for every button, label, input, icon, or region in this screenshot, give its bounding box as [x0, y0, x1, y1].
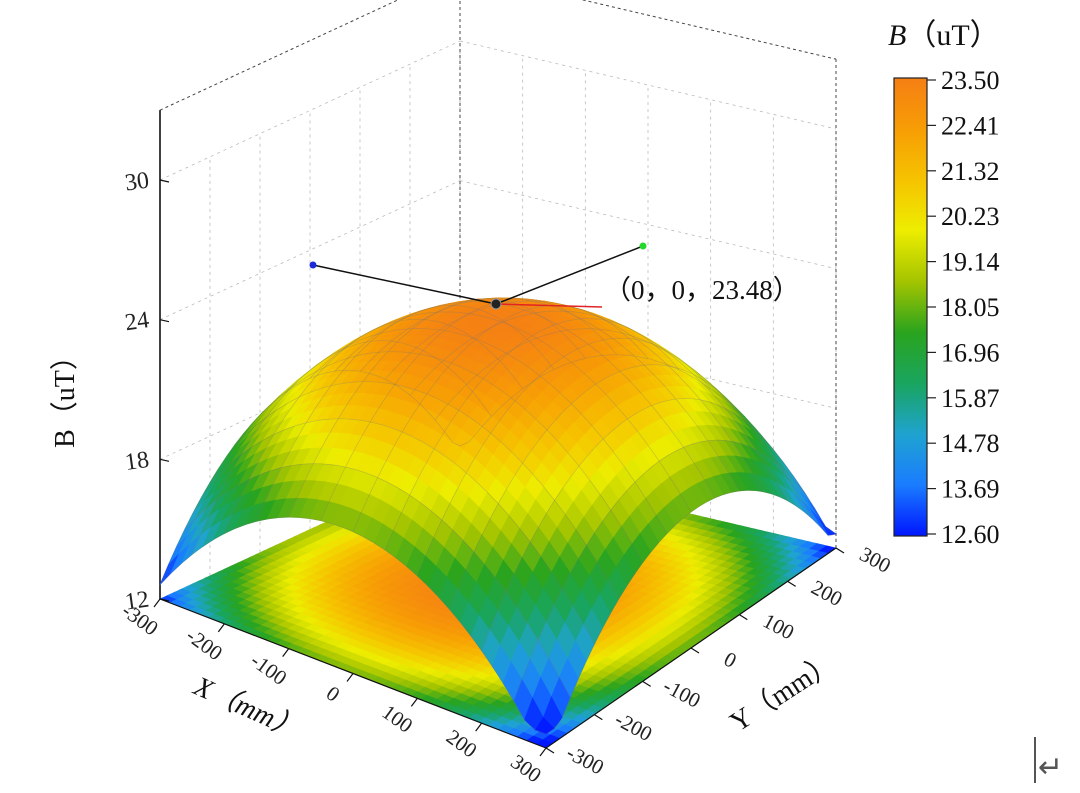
- annotation-line-y: [495, 245, 644, 305]
- mesh-line: [384, 300, 764, 492]
- mesh-line: [416, 337, 711, 576]
- y-tick-label: 0: [720, 647, 741, 673]
- x-tick-label: 0: [322, 681, 345, 707]
- y-axis-title: Y（mm）: [724, 646, 842, 738]
- z-tick-label: 24: [123, 307, 150, 336]
- x-tick: [217, 623, 225, 633]
- colorbar-tick-label: 23.50: [941, 66, 1000, 95]
- z-tick: [159, 179, 170, 183]
- colorbar-tick-label: 22.41: [941, 111, 1000, 140]
- grid-line-z-left: [159, 40, 461, 181]
- colorbar-tick-label: 18.05: [941, 293, 1000, 322]
- colorbar-tick-label: 12.60: [941, 520, 1000, 549]
- x-tick: [346, 673, 354, 682]
- grid-line-z-right: [459, 180, 837, 270]
- frame-top-right: [581, 0, 837, 60]
- colorbar-tick-label: 20.23: [941, 202, 1000, 231]
- annotation-label: （0，0，23.48）: [604, 275, 800, 305]
- x-tick: [282, 648, 290, 658]
- mesh-line: [209, 418, 595, 645]
- mesh-line: [434, 328, 813, 519]
- mesh-line: [284, 328, 668, 534]
- mesh-line: [481, 398, 774, 651]
- corner-mark: ↵: [1038, 750, 1063, 785]
- y-tick-label: -300: [563, 740, 608, 779]
- colorbar-gradient: [893, 77, 928, 537]
- annotation-line-x: [312, 264, 497, 305]
- mesh-line: [288, 298, 586, 518]
- y-tick-label: 200: [807, 575, 846, 611]
- y-tick-label: 100: [759, 608, 798, 644]
- y-tick-label: 300: [856, 542, 895, 578]
- y-tick: [835, 547, 845, 554]
- surface-cell: [159, 553, 180, 585]
- y-tick: [690, 647, 700, 654]
- z-tick: [159, 458, 170, 462]
- surface-cell: [809, 507, 829, 536]
- z-tick-label: 12: [123, 587, 150, 616]
- surface-gridlines: [159, 297, 837, 735]
- colorbar-title: B（uT）: [888, 19, 1000, 52]
- y-tick-label: -200: [611, 707, 656, 746]
- grid-line-z-right: [459, 40, 837, 130]
- colorbar-title-unit: （uT）: [906, 19, 999, 52]
- mesh-line: [513, 439, 805, 702]
- mesh-line: [159, 369, 461, 585]
- colorbar-tick-label: 21.32: [941, 157, 1000, 186]
- y-tick: [642, 680, 651, 687]
- x-tick: [539, 747, 547, 757]
- mesh-line: [259, 351, 644, 563]
- z-tick-label: 30: [123, 168, 150, 197]
- mesh-line: [191, 340, 492, 555]
- x-tick: [153, 598, 161, 608]
- frame-top-left: [159, 0, 399, 111]
- z-tick-label: 18: [123, 447, 150, 476]
- mesh-line: [184, 463, 571, 698]
- y-tick: [787, 580, 796, 587]
- y-tick-label: -100: [659, 674, 704, 713]
- y-tick: [545, 747, 555, 754]
- mesh-line: [352, 305, 649, 532]
- annotation-peak-point: [490, 298, 502, 310]
- colorbar: B（uT） 23.50 22.41 21.32 20.23 19.14 18.05 16.9…: [888, 19, 1000, 549]
- grid-line-z-left: [159, 180, 461, 321]
- colorbar-tick-label: 14.78: [941, 429, 1000, 458]
- peak-annotation: （0，0，23.48）: [309, 242, 800, 310]
- x-axis-title: X（mm）: [188, 671, 305, 746]
- colorbar-tick-label: 13.69: [941, 475, 1000, 504]
- surface-cell: [534, 717, 555, 735]
- z-axis-title: B（uT）: [49, 342, 81, 448]
- y-tick: [739, 614, 748, 621]
- mesh-line: [309, 311, 692, 513]
- mesh-line: [234, 381, 619, 600]
- colorbar-title-symbol: B: [888, 19, 906, 52]
- z-tick: [159, 319, 170, 323]
- mesh-line: [159, 516, 547, 735]
- colorbar-tick-label: 19.14: [941, 248, 1000, 277]
- mesh-line: [223, 318, 523, 534]
- annotation-end-y: [639, 242, 647, 250]
- mesh-line: [256, 305, 555, 522]
- x-tick: [475, 722, 483, 732]
- mesh-line: [320, 298, 617, 521]
- mesh-line: [384, 318, 680, 551]
- y-tick: [594, 714, 603, 721]
- mesh-line: [545, 489, 837, 735]
- annotation-end-x: [309, 261, 317, 269]
- annotation-line-z: [495, 303, 603, 308]
- colorbar-tick-label: 15.87: [941, 384, 1000, 413]
- mesh-line: [409, 310, 789, 501]
- x-tick: [410, 697, 418, 707]
- colorbar-ticks: 23.50 22.41 21.32 20.23 19.14 18.05 16.96 15.87…: [927, 66, 1000, 549]
- mesh-line: [334, 301, 716, 498]
- colorbar-tick-label: 16.96: [941, 338, 1000, 367]
- mesh-line: [449, 364, 743, 610]
- surface-mesh: [159, 297, 837, 735]
- mesh-line: [459, 354, 837, 535]
